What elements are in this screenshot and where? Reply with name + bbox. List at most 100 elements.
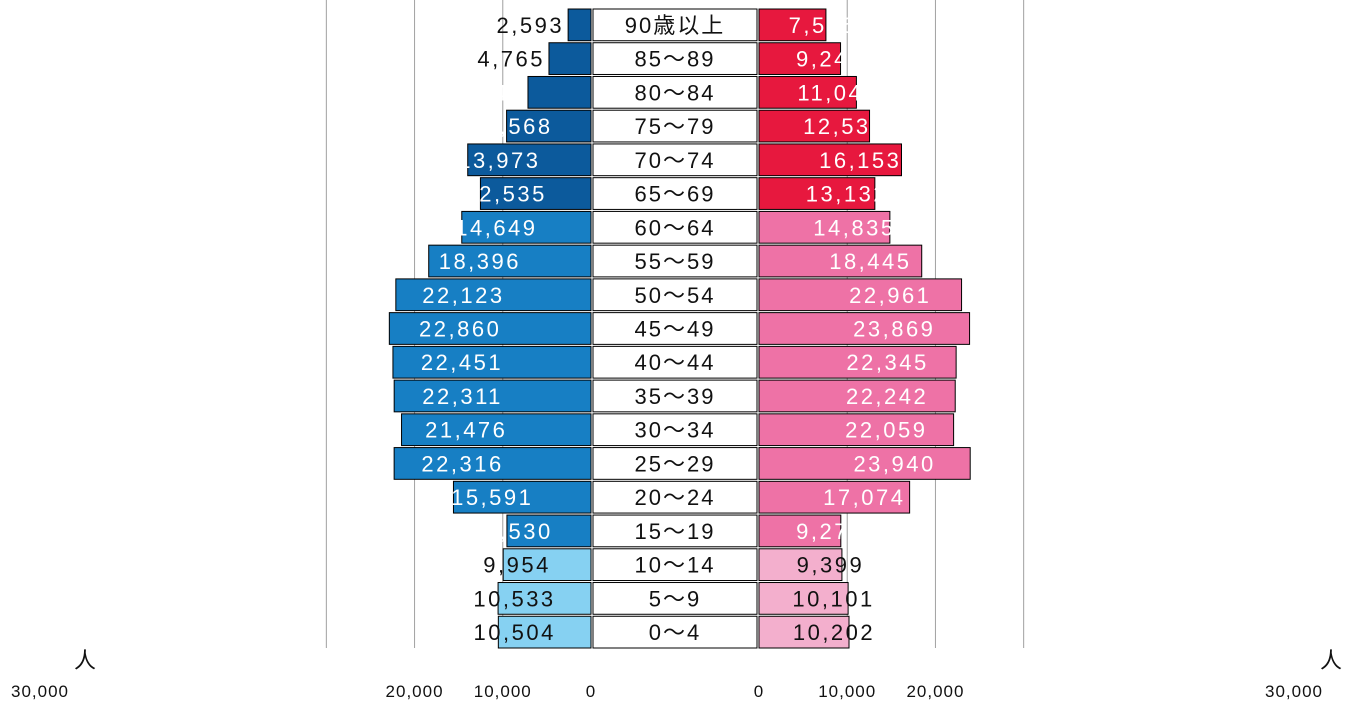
left-bar-value-label: 9,568	[485, 114, 553, 139]
x-tick-label-left: 10,000	[474, 682, 532, 701]
right-bar	[758, 413, 955, 447]
left-bar	[479, 177, 592, 210]
right-bar-value-label: 9,399	[797, 553, 865, 578]
right-bar-value-label: 14,835	[813, 215, 895, 240]
left-bar	[401, 413, 592, 447]
right-bars: 7,586 9,243 11,041 12,530 16,153 13,132 14,835…	[758, 8, 971, 649]
age-group-label: 5～9	[649, 586, 701, 611]
right-bar-value-label: 22,059	[845, 418, 927, 443]
right-bar	[758, 244, 923, 278]
x-tick-label-right: 0	[754, 682, 764, 701]
right-bar-value-label: 22,345	[846, 350, 928, 375]
left-bar	[461, 210, 592, 244]
right-bar-value-label: 9,243	[796, 47, 864, 72]
right-bar-value-label: 22,961	[849, 283, 931, 308]
left-bar-value-label: 10,533	[473, 586, 555, 611]
left-bar	[452, 480, 592, 514]
age-group-label: 75～79	[635, 114, 716, 139]
age-group-label: 40～44	[635, 350, 716, 375]
left-bar	[497, 582, 592, 615]
age-label-box	[592, 480, 758, 514]
right-bar-value-label: 10,101	[792, 586, 874, 611]
right-bar	[758, 42, 842, 75]
age-group-label: 50～54	[635, 283, 716, 308]
left-bar-value-label: 22,860	[419, 317, 501, 342]
age-group-label: 90歳以上	[625, 13, 725, 38]
age-label-box	[592, 615, 758, 649]
left-bar-value-label: 14,649	[455, 215, 537, 240]
left-bar-value-label: 13,973	[458, 148, 540, 173]
right-bar-value-label: 22,242	[846, 384, 928, 409]
age-label-box	[592, 109, 758, 143]
left-bar-value-label: 12,535	[465, 182, 547, 207]
age-label-box	[592, 210, 758, 244]
right-bar-value-label: 17,074	[823, 485, 905, 510]
right-bar	[758, 379, 956, 413]
right-bar-value-label: 7,586	[789, 13, 857, 38]
left-bar-value-label: 21,476	[425, 418, 507, 443]
age-group-label: 70～74	[635, 148, 716, 173]
right-bar-value-label: 11,041	[797, 80, 878, 105]
left-bar-value-label: 9,530	[485, 519, 553, 544]
right-bar	[758, 447, 971, 480]
left-bar	[548, 42, 592, 75]
left-bar-value-label: 22,311	[422, 384, 503, 409]
age-label-box	[592, 312, 758, 345]
age-group-label: 45～49	[635, 317, 716, 342]
left-bar	[388, 312, 592, 345]
left-bar	[497, 615, 592, 649]
right-bar	[758, 312, 971, 345]
right-bar	[758, 514, 842, 548]
age-group-label: 35～39	[635, 384, 716, 409]
left-bar-value-label: 18,396	[439, 249, 521, 274]
left-bar	[392, 345, 592, 379]
left-bar	[506, 109, 592, 143]
right-bar-value-label: 23,869	[853, 317, 935, 342]
age-group-label: 30～34	[635, 418, 716, 443]
age-group-label: 15～19	[635, 519, 716, 544]
age-group-labels: 90歳以上 85～89 80～84 75～79 70～74 65～69 60～64 55～59…	[592, 8, 758, 649]
right-bar-value-label: 10,202	[793, 620, 875, 645]
age-label-box	[592, 413, 758, 447]
age-group-label: 60～64	[635, 215, 716, 240]
age-label-box	[592, 514, 758, 548]
left-bar-value-label: 9,954	[483, 553, 551, 578]
right-bar	[758, 109, 871, 143]
right-bar	[758, 615, 850, 649]
axis-tick-labels: 0 0 10,000 10,000 20,000 20,000 30,000 30,000	[11, 682, 1322, 701]
left-bar	[506, 514, 592, 548]
left-bar-value-label: 22,316	[421, 451, 503, 476]
left-bar-value-label: 2,593	[497, 13, 565, 38]
age-label-box	[592, 177, 758, 210]
left-bar	[393, 447, 592, 480]
age-label-box	[592, 42, 758, 75]
left-bar-value-label: 15,591	[451, 485, 533, 510]
right-bar	[758, 278, 963, 312]
age-label-box	[592, 582, 758, 615]
age-group-label: 25～29	[635, 451, 716, 476]
left-bar	[393, 379, 592, 413]
right-bar-value-label: 18,445	[829, 249, 911, 274]
right-bar	[758, 480, 911, 514]
left-bar	[527, 75, 592, 109]
x-tick-label-right: 20,000	[906, 682, 964, 701]
x-tick-label-right: 10,000	[818, 682, 876, 701]
age-group-label: 85～89	[635, 47, 716, 72]
left-bar-value-label: 7,144	[456, 80, 524, 105]
right-bar	[758, 548, 843, 582]
left-bar	[395, 278, 592, 312]
left-bar	[467, 143, 592, 177]
unit-label-left: 人	[74, 648, 96, 673]
left-bar-value-label: 22,451	[421, 350, 503, 375]
left-bars: 2,593 4,765 7,144 9,568 13,973 12,535 14,649 18…	[388, 8, 592, 649]
left-bar-value-label: 22,123	[422, 283, 504, 308]
age-label-box	[592, 244, 758, 278]
age-label-box	[592, 75, 758, 109]
age-group-label: 80～84	[635, 80, 716, 105]
right-bar	[758, 143, 903, 177]
right-bar-value-label: 12,530	[803, 114, 885, 139]
age-label-box	[592, 8, 758, 42]
age-label-box	[592, 379, 758, 413]
age-label-box	[592, 143, 758, 177]
